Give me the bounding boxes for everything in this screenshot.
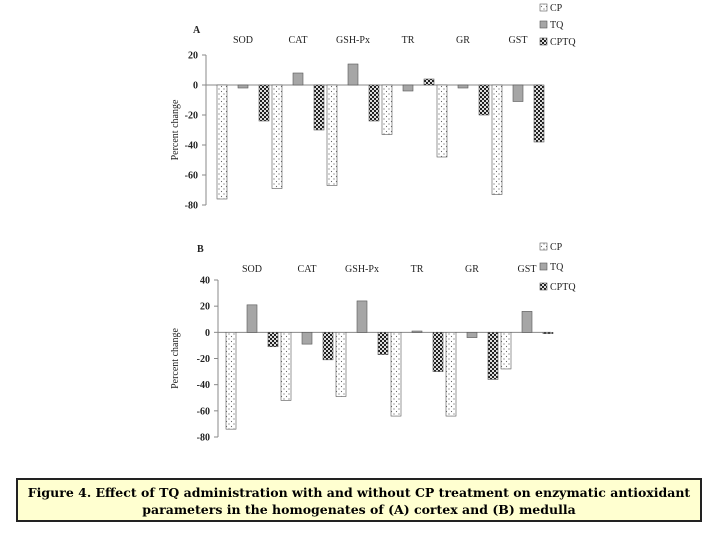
caption-line-1: Figure 4. Effect of TQ administration wi…: [27, 485, 691, 500]
panel-a-y-tick-label: -60: [185, 171, 198, 182]
panel-a-bar-cptq-cat: [313, 84, 325, 131]
panel-a-bar-cptq-gr: [478, 84, 490, 116]
panel-b-bar-tq-sod: [246, 304, 258, 333]
panel-a-bar-tq-gsh-px: [347, 63, 359, 86]
panel-b-y-tick-label: -20: [197, 354, 210, 365]
panel-a-bar-cp-tr: [381, 84, 393, 135]
panel-b-letter: B: [197, 244, 204, 255]
panel-b-bar-cptq-tr: [432, 332, 444, 372]
panel-b-bar-tq-gsh-px: [356, 300, 368, 333]
panel-a-bar-cptq-tr: [423, 78, 435, 86]
panel-a-bar-cp-gst: [491, 84, 503, 195]
panel-a-category-label: SOD: [233, 35, 253, 46]
panel-a-legend-label-cp: CP: [550, 3, 563, 14]
panel-b-bar-cptq-gr: [487, 332, 499, 380]
panel-b-legend-label-tq: TQ: [550, 262, 564, 273]
panel-b-bar-tq-gr: [466, 332, 478, 338]
panel-a-category-label: GR: [456, 35, 470, 46]
panel-a-bar-cp-sod: [216, 84, 228, 200]
panel-a-category-label: CAT: [289, 35, 308, 46]
panel-a-y-tick-label: -80: [185, 201, 198, 212]
panel-b-category-label: SOD: [242, 264, 262, 275]
panel-b-bar-cp-gsh-px: [335, 332, 347, 397]
panel-a-legend-label-tq: TQ: [550, 20, 564, 31]
panel-b-category-label: GR: [465, 264, 479, 275]
caption-line-2: parameters in the homogenates of (A) cor…: [142, 502, 576, 517]
figure-caption: Figure 4. Effect of TQ administration wi…: [16, 478, 702, 522]
panel-b-category-label: CAT: [298, 264, 317, 275]
panel-a-bar-cp-gsh-px: [326, 84, 338, 186]
panel-b-y-tick-label: -80: [197, 433, 210, 444]
panel-a-y-axis-label: Percent change: [170, 99, 181, 160]
panel-b-legend-swatch-cp: [539, 242, 548, 251]
panel-a-bar-tq-tr: [402, 84, 414, 92]
panel-b-legend-label-cptq: CPTQ: [550, 282, 576, 293]
panel-a-bar-tq-gr: [457, 84, 469, 89]
panel-a-bar-tq-cat: [292, 72, 304, 86]
panel-a-bar-tq-sod: [237, 84, 249, 89]
panel-b-bar-tq-tr: [411, 330, 423, 333]
panel-b-category-label: TR: [411, 264, 424, 275]
panel-b-category-label: GST: [518, 264, 537, 275]
panel-a-bar-cptq-gst: [533, 84, 545, 143]
panel-a-y-tick-label: -20: [185, 111, 198, 122]
panel-b-bar-tq-cat: [301, 332, 313, 345]
panel-b-bar-cp-sod: [225, 332, 237, 430]
panel-b-y-tick-label: 0: [205, 328, 210, 339]
panel-b-bar-tq-gst: [521, 311, 533, 333]
panel-a-bar-cptq-sod: [258, 84, 270, 122]
panel-b-legend-swatch-cptq: [539, 282, 548, 291]
panel-b-legend-label-cp: CP: [550, 242, 563, 253]
panel-b-legend-swatch-tq: [539, 262, 548, 271]
panel-a-legend-swatch-cptq: [539, 37, 548, 46]
panel-a-bar-cptq-gsh-px: [368, 84, 380, 122]
panel-b-bar-cptq-cat: [322, 332, 334, 361]
panel-a-legend-swatch-tq: [539, 20, 548, 29]
panel-b-y-tick-label: -60: [197, 406, 210, 417]
panel-a-category-label: TR: [402, 35, 415, 46]
panel-a-y-tick-label: 0: [193, 81, 198, 92]
panel-b-category-label: GSH-Px: [345, 264, 379, 275]
panel-a-letter: A: [193, 25, 201, 36]
panel-b-bar-cp-gr: [445, 332, 457, 417]
panel-a-category-label: GSH-Px: [336, 35, 370, 46]
panel-a-bar-cp-gr: [436, 84, 448, 158]
panel-a-legend-swatch-cp: [539, 3, 548, 12]
panel-a-bar-cp-cat: [271, 84, 283, 189]
panel-b-bar-cptq-gsh-px: [377, 332, 389, 355]
panel-b-y-axis-label: Percent change: [170, 328, 181, 389]
panel-b-y-tick-label: -40: [197, 380, 210, 391]
figure: A 20 0 -20 -40 -60 -80 Percent change SOD CAT GSH-…: [170, 3, 576, 444]
panel-a-legend-label-cptq: CPTQ: [550, 37, 576, 48]
panel-b-bar-cptq-gst: [542, 332, 554, 334]
panel-a-y-tick-label: 20: [188, 51, 198, 62]
panel-b-bar-cp-cat: [280, 332, 292, 401]
panel-b-bar-cptq-sod: [267, 332, 279, 348]
panel-b-y-tick-label: 40: [200, 276, 210, 287]
panel-a-bar-tq-gst: [512, 84, 524, 102]
panel-a-chart: A 20 0 -20 -40 -60 -80 Percent change SOD CAT GSH-…: [170, 3, 576, 212]
panel-a-category-label: GST: [509, 35, 528, 46]
panel-b-bar-cp-tr: [390, 332, 402, 417]
panel-b-bar-cp-gst: [500, 332, 512, 370]
panel-b-chart: B 40 20 0 -20 -40 -60 -80 Percent change SOD CAT GS…: [170, 242, 576, 444]
panel-b-y-tick-label: 20: [200, 302, 210, 313]
panel-a-y-tick-label: -40: [185, 141, 198, 152]
